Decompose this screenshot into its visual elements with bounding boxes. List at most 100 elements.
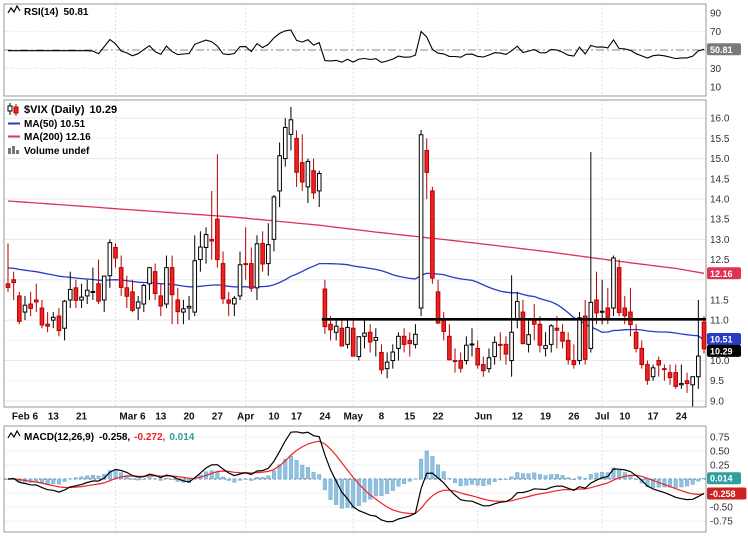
macd-histogram-bar <box>351 478 356 509</box>
candle-body <box>571 360 577 366</box>
candle-body <box>339 327 345 347</box>
candle-body <box>384 361 390 370</box>
candle-body <box>11 279 16 284</box>
candle-body <box>475 347 480 366</box>
date-axis-label: 10 <box>268 412 280 423</box>
candle-body <box>447 335 452 361</box>
date-axis-label: 19 <box>540 412 552 423</box>
date-axis-label: 24 <box>319 412 331 423</box>
candle-body <box>311 170 316 194</box>
rsi-value-badge <box>707 43 741 56</box>
rsi-legend-text: RSI(14) 50.81 <box>24 7 89 18</box>
macd-histogram-bar <box>447 478 452 480</box>
candle-body <box>362 332 367 337</box>
date-axis-label: 13 <box>155 412 167 423</box>
candle-body <box>588 301 594 349</box>
macd-histogram-bar <box>254 477 259 480</box>
candle-body <box>118 267 124 288</box>
candle-body <box>543 345 548 349</box>
macd-histogram-bar <box>266 475 271 480</box>
macd-histogram-bar <box>232 478 237 483</box>
candle-body <box>198 246 203 261</box>
candle-body <box>577 317 582 362</box>
price-axis-label: 13.0 <box>710 235 730 246</box>
candle-body <box>243 263 248 266</box>
rsi-panel-border <box>3 3 707 97</box>
date-axis-label: 10 <box>619 412 631 423</box>
candle-body <box>356 336 362 358</box>
candle-body <box>520 311 526 345</box>
macd-histogram-bar <box>322 478 327 491</box>
ma50-legend-text: MA(50) 10.51 <box>24 119 86 130</box>
macd-histogram-bar <box>243 478 248 480</box>
macd-histogram-bar <box>571 478 576 480</box>
macd-histogram-bar <box>158 478 163 481</box>
date-axis-label: 17 <box>291 412 303 423</box>
macd-histogram-bar <box>385 478 390 494</box>
macd-histogram-bar <box>45 478 50 485</box>
candle-body <box>639 347 645 366</box>
rsi-value: 50.81 <box>63 7 88 18</box>
candle-body <box>611 257 616 309</box>
candle-body <box>481 364 486 372</box>
candle-body <box>282 126 288 160</box>
candle-body <box>656 360 662 366</box>
candle-body <box>514 301 520 321</box>
macd-name: MACD(12,26,9) <box>24 432 94 443</box>
candle-body <box>186 305 192 309</box>
price-axis-label: 14.0 <box>710 194 730 205</box>
price-axis-label: 9.5 <box>710 376 724 387</box>
macd-histogram-bar <box>515 472 520 480</box>
date-axis-label: 22 <box>432 412 444 423</box>
candle-body <box>531 319 537 325</box>
candle-body <box>124 287 130 297</box>
macd-histogram-bar <box>594 472 599 480</box>
candle-body <box>469 343 475 346</box>
macd-histogram-bar <box>436 464 441 480</box>
date-axis-label: Feb 6 <box>12 412 39 423</box>
gridlines <box>4 4 706 532</box>
price-axis-label: 11.0 <box>710 316 729 327</box>
ma200-value-badge <box>707 267 741 280</box>
candle-body <box>379 351 384 371</box>
candle-body <box>430 190 435 279</box>
candle-body <box>84 289 90 297</box>
ma50-value-badge <box>707 332 741 345</box>
date-axis-label: 17 <box>648 412 660 423</box>
ma50-value-badge-text: 10.51 <box>710 334 733 344</box>
candle-body <box>135 301 141 309</box>
symbol-name: $VIX (Daily) <box>24 104 85 116</box>
candle-body <box>215 218 220 261</box>
macd-histogram-bar <box>147 477 152 480</box>
macd-histogram-bar <box>532 472 537 480</box>
macd-histogram-bar <box>215 471 220 480</box>
date-axis-label: Apr <box>237 412 254 423</box>
macd-histogram-bar <box>537 474 542 480</box>
macd-histogram-bar <box>311 472 316 480</box>
macd-histogram-bar <box>566 477 571 480</box>
candle-body <box>288 119 294 135</box>
macd-histogram-bar <box>453 478 458 484</box>
macd-legend-text: MACD(12,26,9) -0.258, -0.272, 0.014 <box>24 432 195 443</box>
volume-legend-text: Volume undef <box>24 146 90 157</box>
candle-body <box>413 333 418 345</box>
candlestick-icon <box>7 103 19 116</box>
rsi-path <box>8 29 705 63</box>
macd-histogram-bar <box>68 478 73 480</box>
price-axis-label: 11.5 <box>710 295 729 306</box>
macd-histogram-bar <box>368 478 373 500</box>
macd-histogram-bar <box>577 476 582 480</box>
macd-signal-value: -0.272, <box>134 432 165 443</box>
macd-histogram-bar <box>407 478 412 482</box>
rsi-icon <box>7 4 21 14</box>
macd-histogram-bar <box>396 478 401 487</box>
macd-histogram-bar <box>486 478 491 485</box>
candle-body <box>492 341 497 358</box>
date-axis-label: Jul <box>595 412 610 423</box>
macd-value-badge-text: -0.258 <box>710 489 736 499</box>
main-legend: $VIX (Daily) 10.29 MA(50) 10.51 MA(200) 1… <box>7 103 117 157</box>
candle-body <box>650 367 656 378</box>
macd-histogram-bar <box>260 477 265 480</box>
ma50-line <box>7 262 705 341</box>
